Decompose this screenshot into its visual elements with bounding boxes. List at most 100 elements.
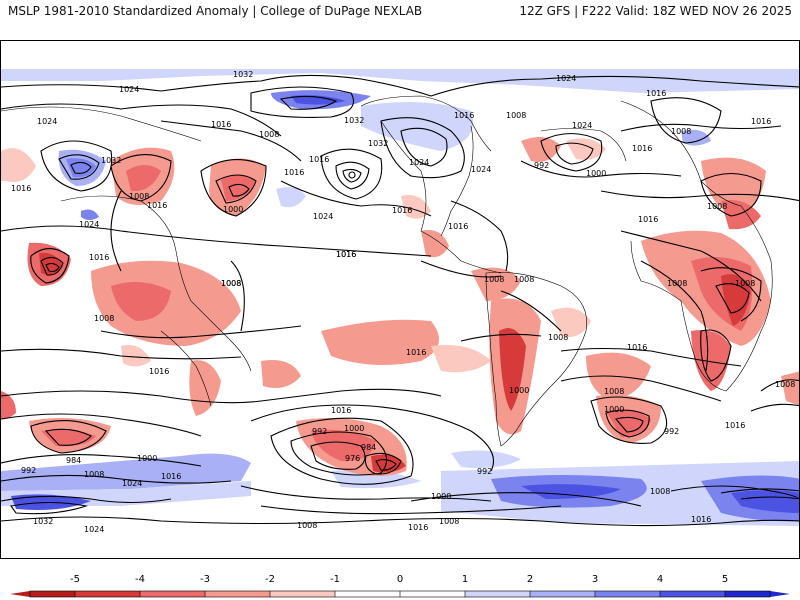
colorbar-segment: [140, 591, 205, 597]
label-1024-eur: 1024: [572, 121, 592, 130]
label-1016-npac2: 1016: [284, 168, 304, 177]
label-1000-sam: 1000: [509, 386, 529, 395]
label-1016-eur2: 1016: [632, 144, 652, 153]
isobars: [1, 74, 799, 527]
colorbar-tick: -4: [135, 574, 145, 585]
label-1000-sw: 1000: [137, 454, 157, 463]
label-1016-ind: 1016: [89, 253, 109, 262]
label-1008-aus: 1008: [94, 314, 114, 323]
label-1008-soc: 1008: [439, 517, 459, 526]
label-1008-ind: 1008: [221, 279, 241, 288]
label-1008-far-right: 1008: [775, 380, 795, 389]
label-1016-sw: 1016: [161, 472, 181, 481]
colorbar-tick: -3: [200, 574, 210, 585]
label-1016-asia2: 1016: [147, 201, 167, 210]
anomaly-colorbar: -5 -4 -3 -2 -1 0 1 2 3 4 5: [10, 574, 790, 598]
label-1016-afr: 1016: [638, 215, 658, 224]
colorbar-segment: [270, 591, 335, 597]
label-1008-soc2: 1008: [650, 487, 670, 496]
model-run-info: 12Z GFS | F222 Valid: 18Z WED NOV 26 202…: [519, 4, 792, 18]
positive-anomaly-shading: [1, 69, 799, 526]
coastlines: [1, 95, 773, 447]
label-992-spac: 992: [312, 427, 327, 436]
colorbar-tick: 3: [592, 574, 598, 585]
colorbar-segment: [595, 591, 660, 597]
label-1008-sam: 1008: [484, 275, 504, 284]
label-1024-natl: 1024: [471, 165, 491, 174]
colorbar-tick: 0: [397, 574, 403, 585]
colorbar-segment: [335, 591, 400, 597]
label-1000-spac2: 1000: [431, 492, 451, 501]
label-1016-sind: 1016: [725, 421, 745, 430]
label-1000-satl: 1000: [604, 405, 624, 414]
label-1016-spac: 1016: [336, 250, 356, 259]
label-1008-eur2: 1008: [707, 202, 727, 211]
label-984-spac: 984: [361, 443, 376, 452]
label-1024-asia2: 1024: [79, 220, 99, 229]
label-1016-asia: 1016: [11, 184, 31, 193]
colorbar-tick: -1: [330, 574, 340, 585]
label-1032-asia: 1032: [101, 156, 121, 165]
colorbar-tick: -5: [70, 574, 80, 585]
label-984-sw: 984: [66, 456, 81, 465]
label-1008-satl: 1008: [604, 387, 624, 396]
colorbar-segment: [400, 591, 465, 597]
label-1016-spac2: 1016: [406, 348, 426, 357]
label-1008-asia: 1008: [129, 192, 149, 201]
label-1008-npac: 1008: [259, 130, 279, 139]
label-1016-ru: 1016: [751, 117, 771, 126]
label-1024-top: 1024: [556, 74, 576, 83]
label-1016-gulf: 1016: [392, 206, 412, 215]
label-1016-soc: 1016: [331, 406, 351, 415]
negative-anomaly-shading: [1, 137, 799, 476]
colorbar-tick: 1: [462, 574, 468, 585]
label-1008-afr2: 1008: [735, 279, 755, 288]
label-1000-eur: 1000: [586, 169, 606, 178]
colorbar-segment: [725, 591, 770, 597]
label-1008-natl: 1008: [506, 111, 526, 120]
label-1016-satl: 1016: [627, 343, 647, 352]
label-1016-aus: 1016: [149, 367, 169, 376]
colorbar-tick: 5: [722, 574, 728, 585]
label-992-satl: 992: [664, 427, 679, 436]
label-1016-greenland: 1016: [454, 111, 474, 120]
label-1000-npac: 1000: [223, 205, 243, 214]
colorbar-tick: -2: [265, 574, 275, 585]
map-panel: 1032 1024 1024 1024 1016 1008 1032 1016 …: [0, 40, 800, 559]
label-1032-top: 1032: [233, 70, 253, 79]
label-1008-sw: 1008: [84, 470, 104, 479]
label-992-sw: 992: [21, 466, 36, 475]
label-1016-alaska: 1016: [309, 155, 329, 164]
label-1024-eus: 1024: [409, 158, 429, 167]
colorbar-tick: 4: [657, 574, 663, 585]
label-1016-spac4: 1016: [408, 523, 428, 532]
label-1000-spac: 1000: [344, 424, 364, 433]
label-1008-eur: 1008: [671, 127, 691, 136]
label-1024-sw2: 1024: [84, 525, 104, 534]
label-1008-itcz: 1008: [221, 279, 241, 288]
label-1016-epac: 1016: [336, 250, 356, 259]
label-1032-sw: 1032: [33, 517, 53, 526]
label-1024-w: 1024: [37, 117, 57, 126]
label-1024-npac: 1024: [313, 212, 333, 221]
label-1024-nw: 1024: [119, 85, 139, 94]
label-1016-eur: 1016: [646, 89, 666, 98]
label-1008-afr: 1008: [667, 279, 687, 288]
label-1008-sam3: 1008: [548, 333, 568, 342]
label-1016-nw: 1016: [211, 120, 231, 129]
colorbar-max-arrow: [770, 591, 790, 597]
label-1016-natl: 1016: [448, 222, 468, 231]
label-1024-sw: 1024: [122, 479, 142, 488]
colorbar-segment: [660, 591, 725, 597]
colorbar-min-arrow: [10, 591, 30, 597]
label-1032-greenland: 1032: [368, 139, 388, 148]
map-title: MSLP 1981-2010 Standardized Anomaly | Co…: [8, 4, 423, 18]
label-992-spac2: 992: [477, 467, 492, 476]
label-976-spac: 976: [345, 454, 360, 463]
label-1016-far-right: 1016: [691, 515, 711, 524]
label-992-eur: 992: [534, 161, 549, 170]
colorbar-segment: [30, 591, 75, 597]
mslp-anomaly-map: 1032 1024 1024 1024 1016 1008 1032 1016 …: [1, 41, 799, 558]
colorbar-segment: [205, 591, 270, 597]
colorbar-segment: [530, 591, 595, 597]
